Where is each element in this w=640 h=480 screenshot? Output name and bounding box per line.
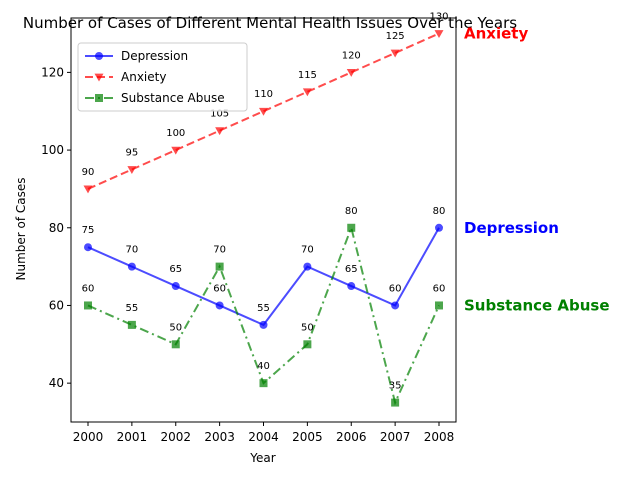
plot-area: 40 60 80 100 120 2000 2001 2002 2003 2004 2005 2006…	[41, 12, 457, 444]
data-label-anxiety: 100	[166, 128, 185, 139]
legend-marker-anxiety	[94, 73, 104, 82]
data-point-depression	[127, 262, 136, 271]
legend-box	[77, 42, 248, 112]
data-label-anxiety: 120	[342, 50, 361, 61]
data-point-anxiety	[346, 69, 356, 77]
data-point-substance-abuse	[303, 340, 312, 349]
data-label-substance-abuse: 60	[82, 283, 95, 294]
data-label-depression: 65	[345, 264, 358, 275]
y-tick-label: 120	[41, 65, 64, 79]
data-label-anxiety: 105	[210, 109, 229, 120]
data-label-anxiety: 125	[386, 31, 405, 42]
data-label-anxiety: 115	[298, 70, 317, 81]
x-tick-label: 2000	[73, 430, 104, 444]
data-point-substance-abuse	[171, 340, 180, 349]
x-tick-label: 2003	[204, 430, 235, 444]
data-label-depression: 65	[169, 264, 182, 275]
data-point-anxiety	[83, 185, 93, 194]
series-line-substance-abuse	[87, 224, 440, 406]
x-tick-label: 2008	[424, 430, 455, 444]
data-label-depression: 80	[433, 206, 446, 217]
data-label-anxiety: 95	[126, 148, 139, 159]
end-label-substance-abuse: Substance Abuse	[464, 296, 610, 314]
x-axis-label: Year	[249, 451, 275, 465]
series-depression: 75 70 65 60 55 70 65 60 80	[82, 206, 446, 329]
legend-label-anxiety: Anxiety	[121, 70, 166, 84]
legend: Depression Anxiety Substance Abuse	[77, 42, 248, 112]
legend-marker-substance-abuse	[95, 94, 103, 102]
data-point-depression	[259, 320, 268, 329]
x-tick-label: 2002	[160, 430, 191, 444]
end-label-depression: Depression	[464, 219, 559, 237]
legend-label-substance-abuse: Substance Abuse	[121, 91, 225, 105]
data-label-substance-abuse: 60	[433, 283, 446, 294]
data-point-substance-abuse	[84, 301, 92, 310]
data-label-substance-abuse: 35	[389, 381, 402, 392]
y-tick-label: 80	[49, 221, 64, 235]
series-substance-abuse: 60 55 50 70 40 50 80 35 60	[82, 206, 446, 407]
end-label-anxiety: Anxiety	[464, 25, 528, 43]
data-label-anxiety: 90	[82, 167, 95, 178]
data-point-substance-abuse	[347, 223, 356, 232]
data-label-depression: 70	[301, 245, 314, 256]
data-point-depression	[171, 282, 180, 291]
x-tick-label: 2004	[248, 430, 279, 444]
data-point-substance-abuse	[435, 301, 443, 310]
data-point-substance-abuse	[127, 320, 136, 329]
data-point-depression	[215, 301, 224, 310]
y-axis-label: Number of Cases	[14, 177, 28, 280]
data-point-depression	[435, 223, 443, 232]
data-point-anxiety	[127, 166, 137, 174]
data-point-anxiety	[215, 127, 225, 136]
series-end-labels: Depression Anxiety Substance Abuse	[464, 25, 610, 315]
y-tick-label: 60	[49, 298, 64, 312]
data-point-anxiety	[390, 49, 400, 58]
data-label-substance-abuse: 70	[213, 245, 226, 256]
data-point-substance-abuse	[391, 398, 400, 407]
data-label-depression: 70	[126, 245, 139, 256]
data-point-depression	[84, 243, 92, 252]
data-label-depression: 55	[257, 303, 270, 314]
data-label-substance-abuse: 50	[169, 322, 182, 333]
data-point-depression	[303, 262, 312, 271]
legend-label-depression: Depression	[121, 49, 188, 63]
data-point-depression	[391, 301, 400, 310]
data-point-anxiety	[259, 107, 268, 116]
x-tick-label: 2007	[380, 430, 411, 444]
data-label-depression: 75	[82, 225, 95, 236]
data-label-depression: 60	[389, 283, 402, 294]
data-point-anxiety	[302, 88, 312, 97]
data-label-anxiety: 110	[254, 89, 273, 100]
y-tick-label: 100	[41, 143, 64, 157]
y-tick-label: 40	[49, 376, 64, 390]
data-label-substance-abuse: 50	[301, 322, 314, 333]
data-point-depression	[347, 282, 356, 291]
legend-marker-depression	[95, 52, 103, 60]
data-point-anxiety	[434, 30, 444, 39]
data-label-substance-abuse: 55	[126, 303, 139, 314]
data-point-substance-abuse	[215, 262, 224, 271]
data-point-anxiety	[171, 146, 181, 155]
x-tick-label: 2001	[117, 430, 148, 444]
series-line-anxiety	[87, 32, 440, 190]
x-tick-label: 2005	[292, 430, 323, 444]
x-tick-label: 2006	[336, 430, 367, 444]
series-anxiety: 90 95 100 105 110 115 120 125 130	[82, 12, 449, 194]
data-label-anxiety: 130	[429, 12, 448, 23]
data-point-substance-abuse	[259, 379, 268, 388]
data-label-substance-abuse: 80	[345, 206, 358, 217]
data-label-depression: 60	[213, 283, 226, 294]
data-label-substance-abuse: 40	[257, 361, 270, 372]
